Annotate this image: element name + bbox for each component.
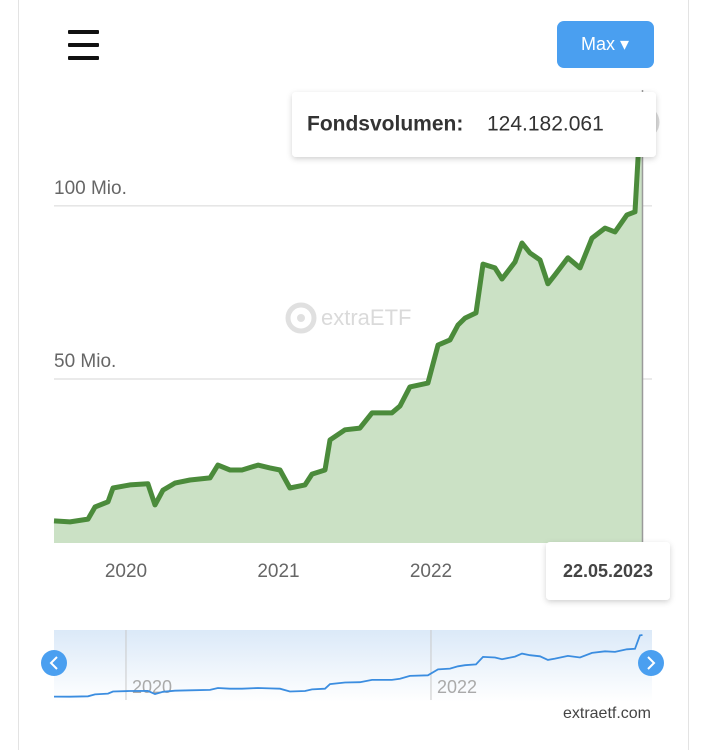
nav-right-button[interactable] [638, 650, 664, 676]
date-label: 22.05.2023 [563, 561, 653, 581]
menu-icon[interactable] [68, 30, 99, 60]
watermark-text: extraETF [321, 305, 411, 330]
y-tick-label: 100 Mio. [54, 178, 127, 199]
y-tick-label: 50 Mio. [54, 351, 116, 372]
watermark: extraETF [285, 302, 411, 334]
navigator-background [54, 630, 652, 702]
navigator-tick-label: 2022 [437, 677, 477, 697]
x-tick-label: 2021 [257, 561, 299, 582]
range-button-label: Max ▾ [581, 34, 629, 54]
area [54, 122, 643, 543]
x-tick-label: 2022 [410, 561, 452, 582]
range-button[interactable]: Max ▾ [557, 21, 654, 68]
source: extraetf.com [563, 705, 651, 722]
tooltip-value: 124.182.061 [487, 113, 604, 136]
x-tick-label: 2020 [105, 561, 147, 582]
line [53, 120, 645, 525]
tooltip [292, 92, 656, 157]
tooltip-label: Fondsvolumen: [307, 113, 463, 136]
navigator-tick-label: 2020 [132, 677, 172, 697]
date-tooltip [546, 542, 670, 600]
navigator-line [53, 634, 643, 698]
nav-left-button[interactable] [41, 650, 67, 676]
